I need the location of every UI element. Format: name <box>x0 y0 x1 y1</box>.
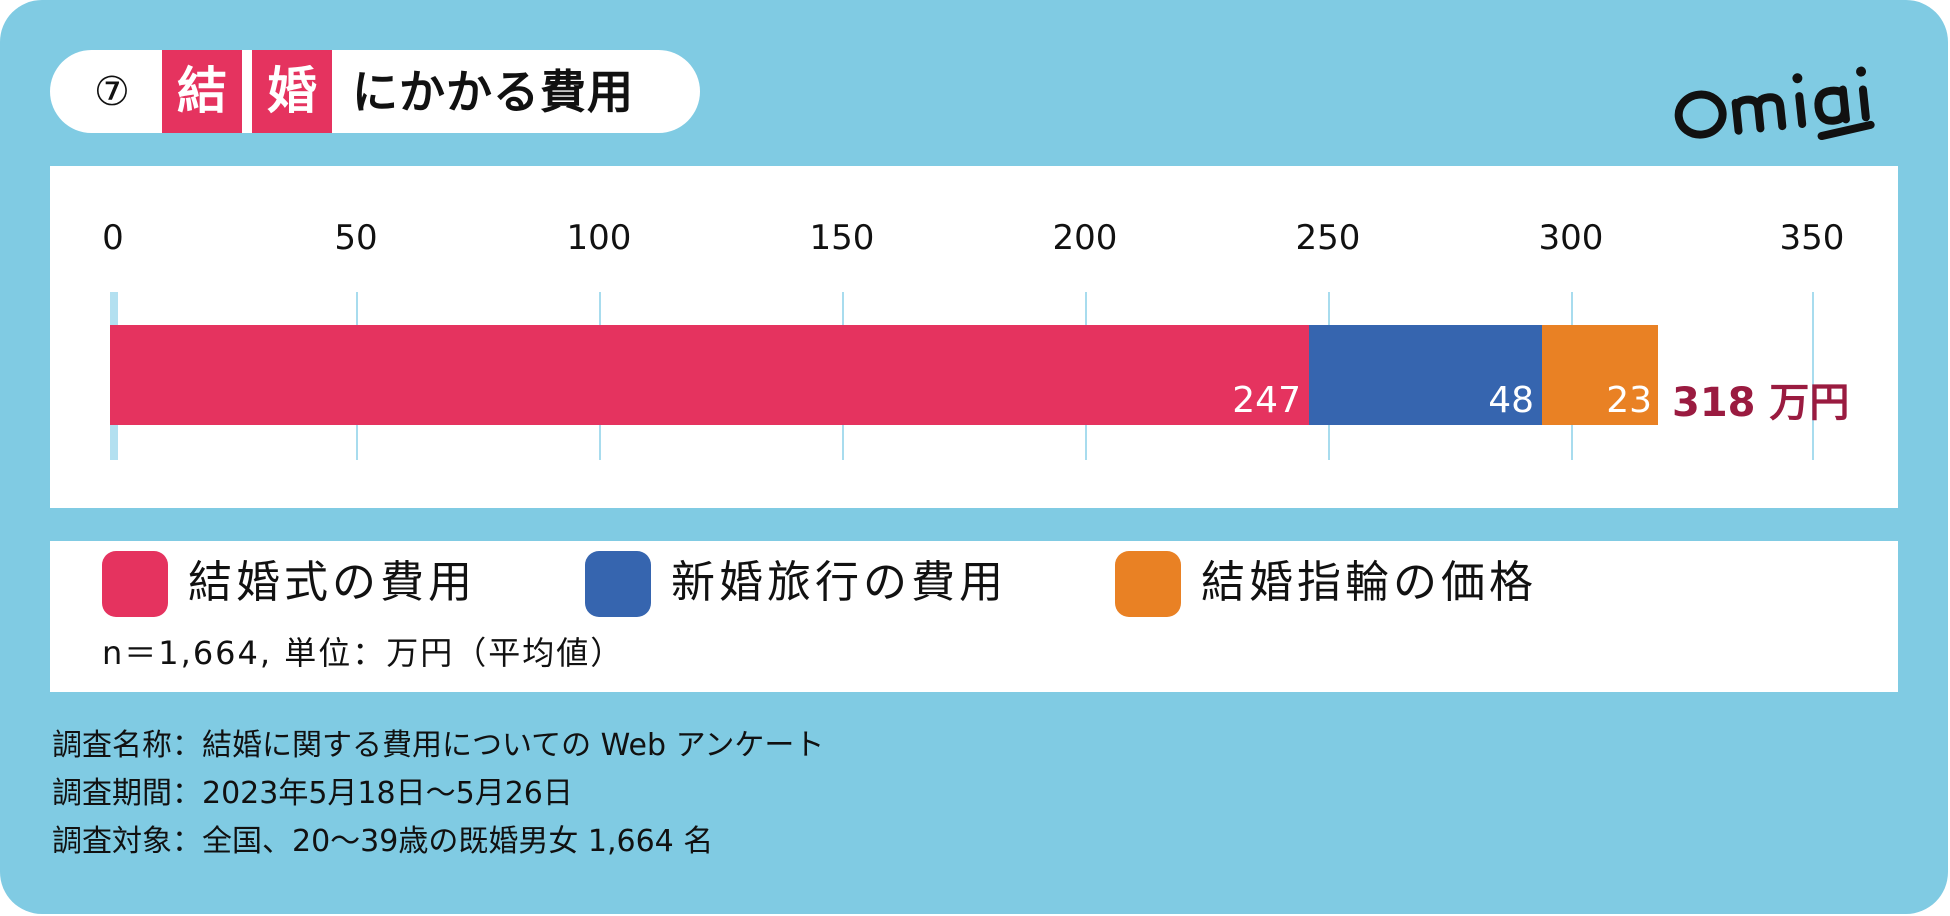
x-tick-label: 250 <box>1295 218 1361 258</box>
bar-segment-wedding: 247 <box>110 325 1309 425</box>
survey-period: 調査期間：2023年5月18日〜5月26日 <box>52 776 573 811</box>
title-highlight-1: 結 <box>162 50 242 133</box>
legend-label: 新婚旅行の費用 <box>671 557 1007 608</box>
omiai-logo <box>1674 66 1875 141</box>
x-tick-label: 200 <box>1052 218 1118 258</box>
legend-swatch <box>585 551 651 617</box>
legend-swatch <box>102 551 168 617</box>
bar-value-label: 23 <box>1606 380 1652 421</box>
bar-value-label: 48 <box>1488 380 1534 421</box>
page-title: にかかる費用 <box>352 65 634 119</box>
bar-segment-ring: 23 <box>1542 325 1658 425</box>
survey-target: 調査対象：全国、20〜39歳の既婚男女 1,664 名 <box>52 824 714 859</box>
legend-panel: 結婚式の費用 新婚旅行の費用 結婚指輪の価格 n＝1,664, 単位：万円（平均… <box>50 541 1898 692</box>
survey-name: 調査名称：結婚に関する費用についての Web アンケート <box>52 728 825 763</box>
bar-value-label: 247 <box>1232 380 1301 421</box>
x-tick-label: 50 <box>334 218 378 258</box>
legend-swatch <box>1115 551 1181 617</box>
title-highlight-2: 婚 <box>252 50 332 133</box>
legend-label: 結婚指輪の価格 <box>1201 557 1537 608</box>
section-number: ⑦ <box>94 69 130 115</box>
x-tick-label: 150 <box>809 218 875 258</box>
x-tick-label: 300 <box>1538 218 1604 258</box>
x-tick-label: 350 <box>1779 218 1845 258</box>
sample-note: n＝1,664, 単位：万円（平均値） <box>102 634 625 672</box>
total-label: 318 万円 <box>1672 380 1850 426</box>
bar-segment-honeymoon: 48 <box>1309 325 1542 425</box>
x-tick-label: 100 <box>566 218 632 258</box>
legend-label: 結婚式の費用 <box>188 557 476 608</box>
chart-panel: 0 50 100 150 200 250 300 350 247 48 23 3… <box>50 166 1898 508</box>
title-pill: ⑦ 結 婚 にかかる費用 <box>50 50 700 133</box>
gridline <box>1812 292 1814 460</box>
x-tick-label: 0 <box>102 218 124 258</box>
